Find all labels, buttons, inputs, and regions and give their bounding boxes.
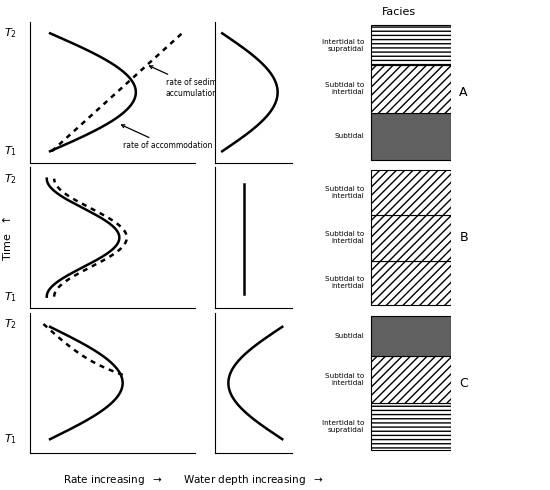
Bar bbox=[371, 215, 451, 261]
Text: A: A bbox=[459, 86, 468, 99]
Text: $T_1$: $T_1$ bbox=[4, 290, 17, 303]
Text: Intertidal to
supratidal: Intertidal to supratidal bbox=[322, 420, 365, 433]
Text: Rate increasing  $\rightarrow$: Rate increasing $\rightarrow$ bbox=[63, 473, 163, 487]
Text: B: B bbox=[459, 231, 468, 244]
Text: Subtidal: Subtidal bbox=[334, 133, 365, 139]
Bar bbox=[371, 316, 451, 356]
Bar bbox=[371, 113, 451, 160]
Text: C: C bbox=[459, 376, 468, 390]
Text: Subtidal to
intertidal: Subtidal to intertidal bbox=[325, 276, 365, 289]
Text: Intertidal to
supratidal: Intertidal to supratidal bbox=[322, 39, 365, 51]
Bar bbox=[371, 261, 451, 305]
Text: rate of sediment
accumulation: rate of sediment accumulation bbox=[150, 66, 229, 98]
Text: Subtidal to
intertidal: Subtidal to intertidal bbox=[325, 373, 365, 386]
Text: Subtidal: Subtidal bbox=[334, 333, 365, 339]
Bar bbox=[371, 65, 451, 113]
Text: $T_2$: $T_2$ bbox=[4, 26, 17, 40]
Text: Facies: Facies bbox=[382, 7, 416, 17]
Text: $T_1$: $T_1$ bbox=[4, 432, 17, 446]
Text: $T_2$: $T_2$ bbox=[4, 172, 17, 186]
Text: Subtidal to
intertidal: Subtidal to intertidal bbox=[325, 231, 365, 244]
Text: Time  $\uparrow$: Time $\uparrow$ bbox=[0, 215, 13, 261]
Text: rate of accommodation: rate of accommodation bbox=[122, 125, 212, 150]
Bar bbox=[371, 403, 451, 450]
Text: $T_1$: $T_1$ bbox=[4, 145, 17, 158]
Text: Subtidal to
intertidal: Subtidal to intertidal bbox=[325, 186, 365, 199]
Text: Water depth increasing  $\rightarrow$: Water depth increasing $\rightarrow$ bbox=[183, 473, 323, 487]
Text: $T_2$: $T_2$ bbox=[4, 317, 17, 331]
Bar bbox=[371, 170, 451, 215]
Bar bbox=[371, 25, 451, 65]
Text: Subtidal to
intertidal: Subtidal to intertidal bbox=[325, 82, 365, 96]
Bar bbox=[371, 356, 451, 403]
